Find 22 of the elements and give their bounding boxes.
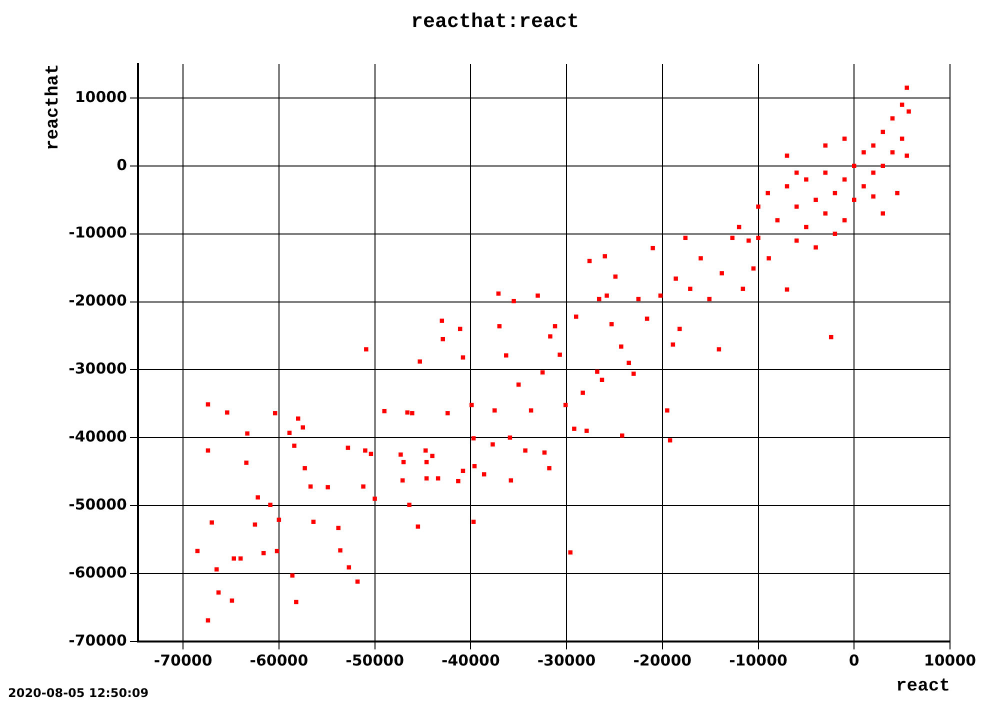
chart-title: reacthat:react [410,11,580,34]
x-tick-label: -10000 [729,651,788,670]
x-axis-title: react [896,676,950,697]
y-axis-title: reacthat [43,64,64,150]
x-tick-label: -60000 [250,651,308,670]
y-tick-label: -10000 [68,224,128,242]
x-tick-label: 10000 [924,651,976,670]
y-tick-label: 0 [116,156,128,174]
y-tick-label: 10000 [74,88,128,106]
y-tick-label: -30000 [68,360,128,378]
y-tick-label: -60000 [68,563,128,582]
x-tick-label: -30000 [537,651,596,670]
y-tick-label: -20000 [68,292,128,310]
y-tick-label: -70000 [68,631,128,650]
y-tick-label: -40000 [68,428,128,446]
x-tick-label: -40000 [441,651,500,670]
x-tick-label: -50000 [346,651,404,670]
text: 2020-08-05 12:50:09 [8,686,149,700]
x-tick-label: -70000 [154,651,212,670]
y-tick-label: -50000 [68,495,128,514]
x-tick-label: 0 [848,651,860,670]
x-tick-label: -20000 [633,651,692,670]
